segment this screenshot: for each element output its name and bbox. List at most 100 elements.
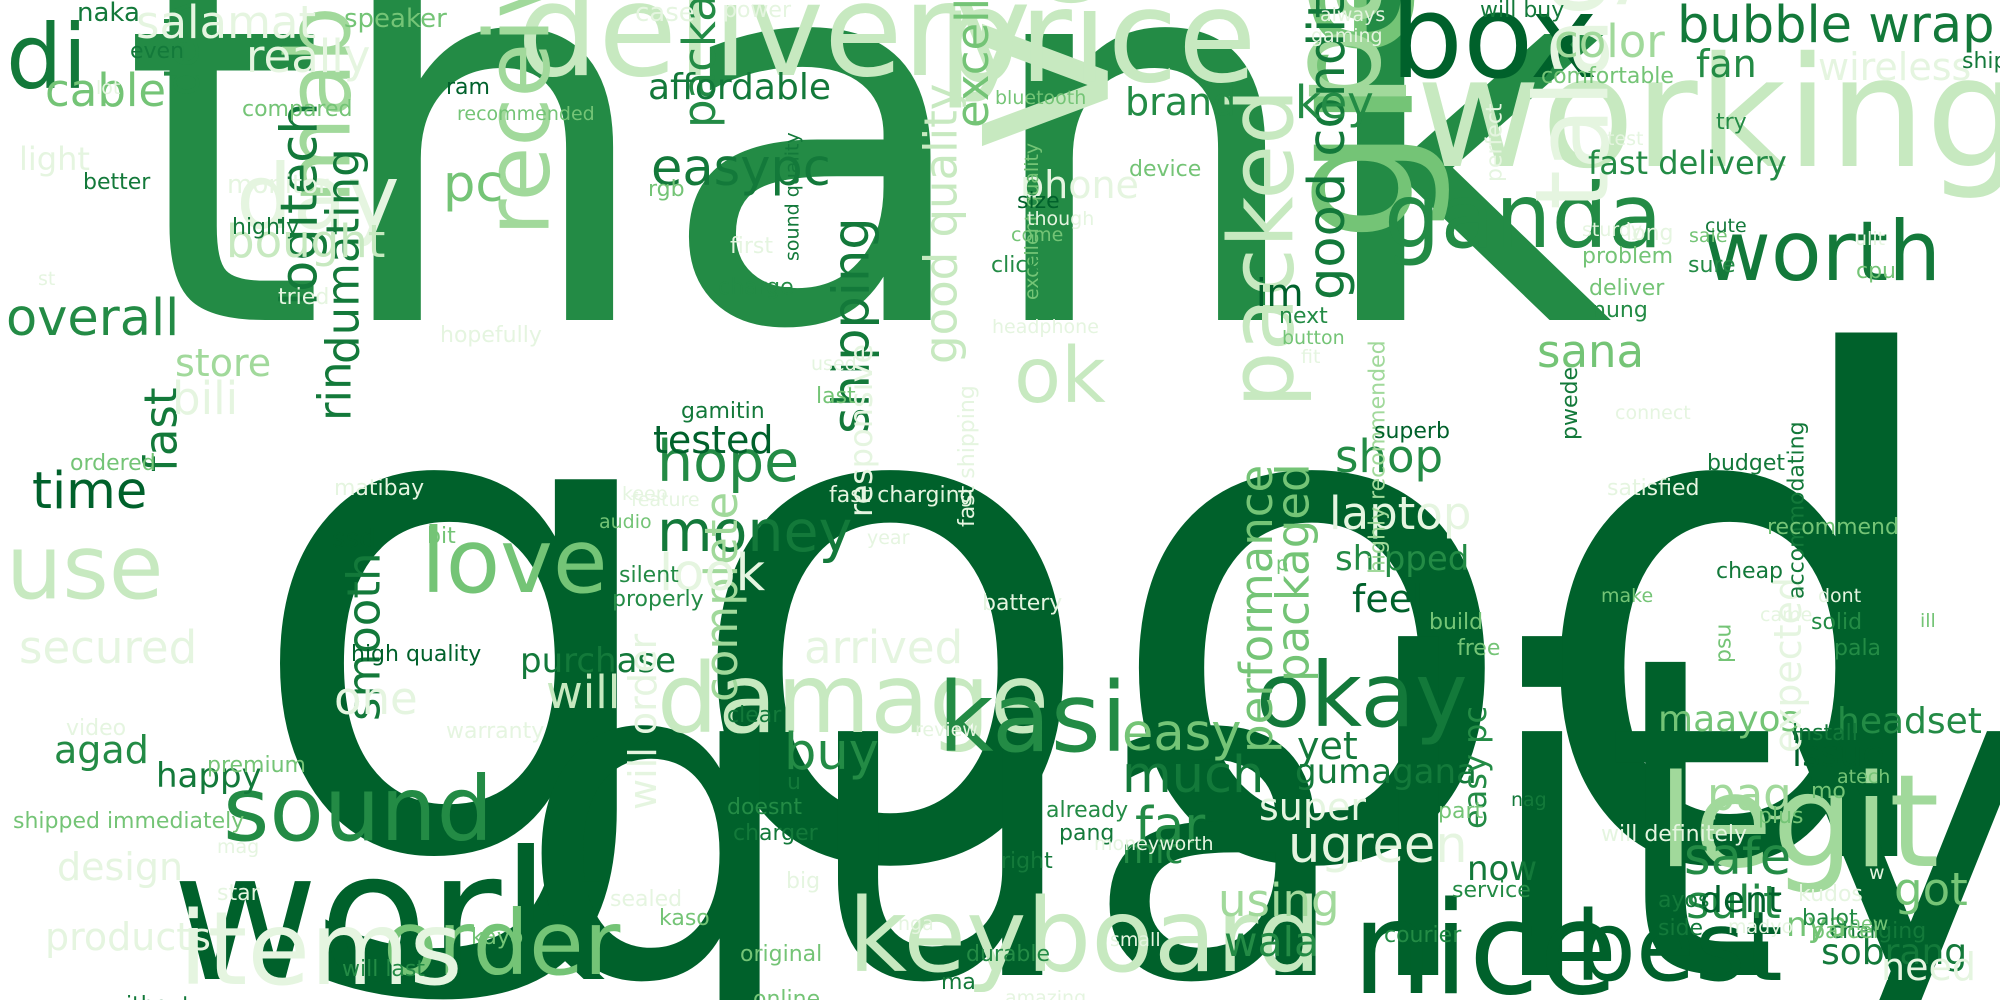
word-quality: quality [517, 562, 2000, 1000]
word-day: day [236, 145, 400, 249]
word-im: im [1256, 271, 1304, 315]
word-bili: bili [172, 372, 239, 425]
word-button: button [1282, 327, 1345, 349]
word-happy: happy [156, 756, 262, 796]
word-even: even [130, 39, 185, 64]
word-bluetooth: bluetooth [995, 87, 1087, 109]
word-mo: mo [1811, 779, 1846, 804]
word-long: long [1626, 221, 1674, 246]
word-nung: nung [1592, 298, 1648, 323]
word-big: big [786, 869, 821, 894]
word-amazing: amazing [1005, 987, 1087, 1000]
word-damage: damage [657, 643, 1050, 755]
word-fast-charging: fast charging [829, 483, 974, 508]
word-bought: bought [226, 215, 386, 268]
word-small: small [1110, 929, 1161, 951]
word-much: much [1122, 746, 1265, 805]
word-sobrang: sobrang [1821, 932, 1968, 973]
word-purchase: purchase [520, 641, 677, 681]
word-last: last [816, 384, 856, 409]
word-packed: packed [1209, 88, 1314, 408]
word-side: side [1658, 916, 1704, 941]
word-keyboard: keyboard [848, 877, 1322, 996]
word-ma: ma [941, 970, 976, 995]
word-star: star [217, 881, 260, 906]
word-nya: nya [1786, 905, 1849, 945]
word-wireless: wireless [1818, 45, 1972, 89]
word-review: review [915, 719, 978, 741]
word-sturdy: sturdy [1582, 219, 1643, 241]
word-arrived: arrived [804, 621, 964, 674]
word-ulit: ulit [1855, 228, 1886, 250]
word-fast-delivery: fast delivery [1588, 144, 1787, 182]
word-good-quality: good quality [914, 83, 968, 364]
word-will: will [546, 666, 621, 719]
word-ram: ram [446, 75, 490, 100]
word-fit: fit [1301, 346, 1321, 368]
word-hopefully: hopefully [440, 323, 542, 348]
word-shipped: shipped [1335, 539, 1470, 579]
word-ganda: ganda [1384, 164, 1663, 268]
word-one: one [334, 672, 418, 725]
word-mag: mag [217, 836, 260, 858]
word-satisfied: satisfied [1607, 476, 1700, 501]
word-warranty: warranty [446, 719, 545, 744]
word-dent: dent [1700, 880, 1782, 921]
word-salamat: salamat [136, 0, 317, 49]
word-sale: sale [1689, 225, 1728, 247]
word-bubble-wrap: bubble wrap [1677, 0, 1995, 55]
word-really: really [246, 30, 371, 83]
word-speaker: speaker [344, 4, 447, 34]
word-superb: superb [1374, 419, 1450, 444]
word-light: light [19, 140, 90, 178]
word-use: use [6, 515, 164, 619]
word-courier: courier [1384, 923, 1462, 948]
word-power: power [723, 0, 791, 23]
word-good: good [242, 217, 1960, 1000]
word-safe: safe [1684, 828, 1792, 887]
word-device: device [1129, 157, 1202, 182]
word-battery: battery [982, 591, 1063, 616]
word-headset: headset [1837, 701, 1982, 742]
word-try: try [1716, 110, 1747, 135]
word-gumagana: gumagana [1295, 752, 1477, 792]
word-problem: problem [1582, 244, 1674, 269]
word-far: far [1135, 797, 1206, 856]
word-install: install [1792, 721, 1858, 746]
word-matibay: matibay [334, 476, 425, 501]
word-plus: plus [1758, 804, 1804, 829]
word-agad: agad [54, 728, 149, 772]
word-pwede: pwede [1558, 367, 1583, 440]
word-clear: clear [727, 703, 782, 728]
word-rin: rin [308, 361, 362, 421]
word-high-quality: high quality [351, 642, 482, 667]
word-ssd: ssd [332, 524, 376, 554]
word-already: already [1046, 798, 1129, 823]
word-naka: naka [77, 0, 140, 28]
word-ok: ok [1014, 332, 1106, 421]
word-silent: silent [619, 563, 679, 588]
word-lot: lot [96, 77, 121, 99]
word-without: without [108, 995, 191, 1000]
word-free: free [1457, 636, 1501, 661]
word-brand: brand [1125, 80, 1237, 124]
word-easy: easy [1122, 704, 1242, 763]
word-nag: nag [1511, 789, 1547, 811]
word-shop: shop [1335, 430, 1444, 483]
word-sound-quality: sound quality [781, 132, 804, 261]
word-key: key [1295, 76, 1374, 129]
word-solid: solid [1811, 610, 1863, 635]
word-worth: worth [1703, 203, 1941, 300]
word-price: price [938, 0, 1257, 112]
word-connect: connect [1615, 402, 1691, 424]
word-di: di [6, 5, 88, 109]
word-pala: pala [1834, 636, 1882, 661]
word-look: look [659, 544, 766, 603]
word-recommend: recommend [1767, 515, 1899, 540]
word-though: though [1027, 208, 1095, 230]
word-laptop: laptop [1329, 487, 1472, 540]
word-better: better [83, 170, 151, 195]
word-come: come [1011, 224, 1064, 246]
word-premium: premium [207, 753, 306, 778]
